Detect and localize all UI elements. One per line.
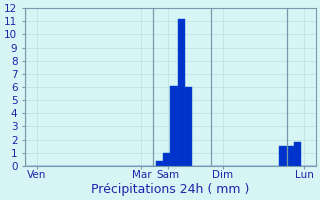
- Bar: [279, 146, 287, 166]
- Bar: [178, 19, 185, 166]
- Bar: [171, 86, 178, 166]
- Bar: [287, 146, 294, 166]
- Bar: [156, 161, 163, 166]
- Bar: [163, 153, 171, 166]
- Bar: [185, 87, 192, 166]
- Bar: [294, 142, 301, 166]
- X-axis label: Précipitations 24h ( mm ): Précipitations 24h ( mm ): [91, 183, 250, 196]
